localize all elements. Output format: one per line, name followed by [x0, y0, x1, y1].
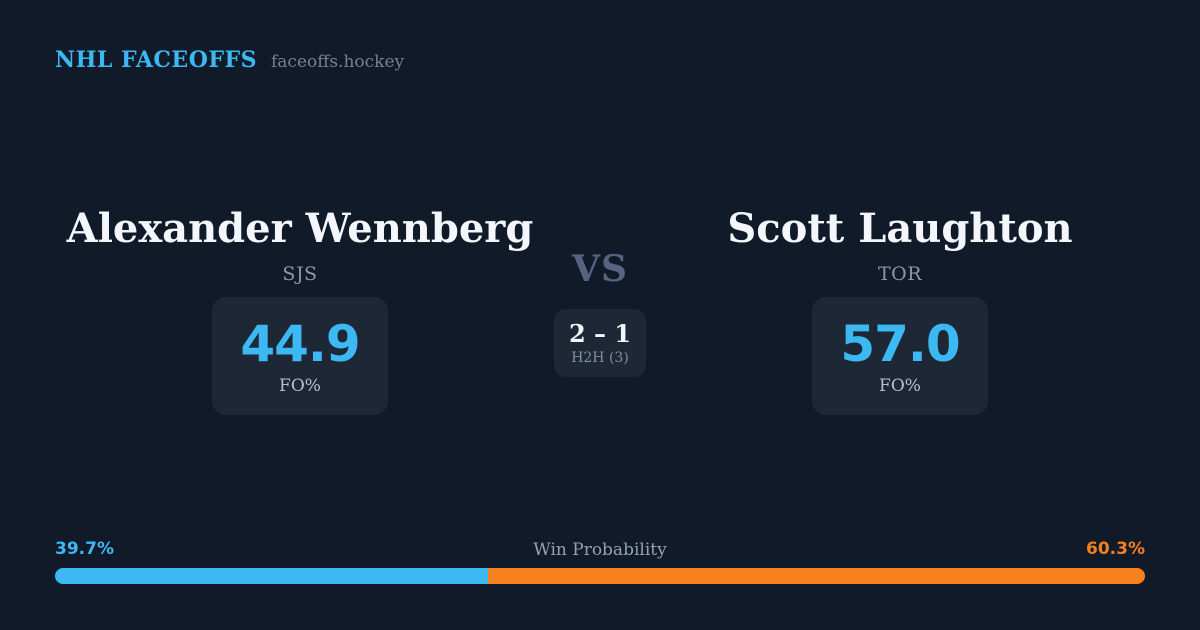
win-probability-labels: 39.7% Win Probability 60.3%	[55, 539, 1145, 561]
player-right-name: Scott Laughton	[727, 205, 1073, 252]
player-right-fo-card: 57.0 FO%	[812, 297, 988, 415]
brand-logo: NHL FACEOFFS	[55, 47, 257, 73]
win-probability-bar	[55, 568, 1145, 584]
win-probability-right-pct: 60.3%	[1086, 539, 1145, 559]
header: NHL FACEOFFS faceoffs.hockey	[55, 47, 404, 73]
h2h-score: 2 – 1	[568, 319, 632, 348]
player-right-team: TOR	[877, 263, 923, 285]
player-right-fo-value: 57.0	[840, 315, 960, 373]
player-left-fo-value: 44.9	[240, 315, 360, 373]
matchup-section: Alexander Wennberg SJS 44.9 FO% Scott La…	[0, 205, 1200, 415]
site-url: faceoffs.hockey	[271, 52, 405, 72]
win-probability-bar-right	[487, 568, 1145, 584]
player-left-fo-label: FO%	[279, 376, 321, 396]
win-probability-bar-left	[55, 568, 488, 584]
center-column: VS 2 – 1 H2H (3)	[554, 247, 646, 377]
win-probability-section: 39.7% Win Probability 60.3%	[55, 540, 1145, 584]
h2h-card: 2 – 1 H2H (3)	[554, 309, 646, 377]
player-left-name: Alexander Wennberg	[66, 205, 534, 252]
player-right: Scott Laughton TOR 57.0 FO%	[600, 205, 1200, 415]
vs-label: VS	[572, 248, 628, 290]
player-left-team: SJS	[282, 263, 318, 285]
win-probability-title: Win Probability	[533, 540, 667, 560]
player-right-fo-label: FO%	[879, 376, 921, 396]
h2h-count: H2H (3)	[571, 350, 629, 366]
win-probability-left-pct: 39.7%	[55, 539, 114, 559]
player-left-fo-card: 44.9 FO%	[212, 297, 388, 415]
player-left: Alexander Wennberg SJS 44.9 FO%	[0, 205, 600, 415]
